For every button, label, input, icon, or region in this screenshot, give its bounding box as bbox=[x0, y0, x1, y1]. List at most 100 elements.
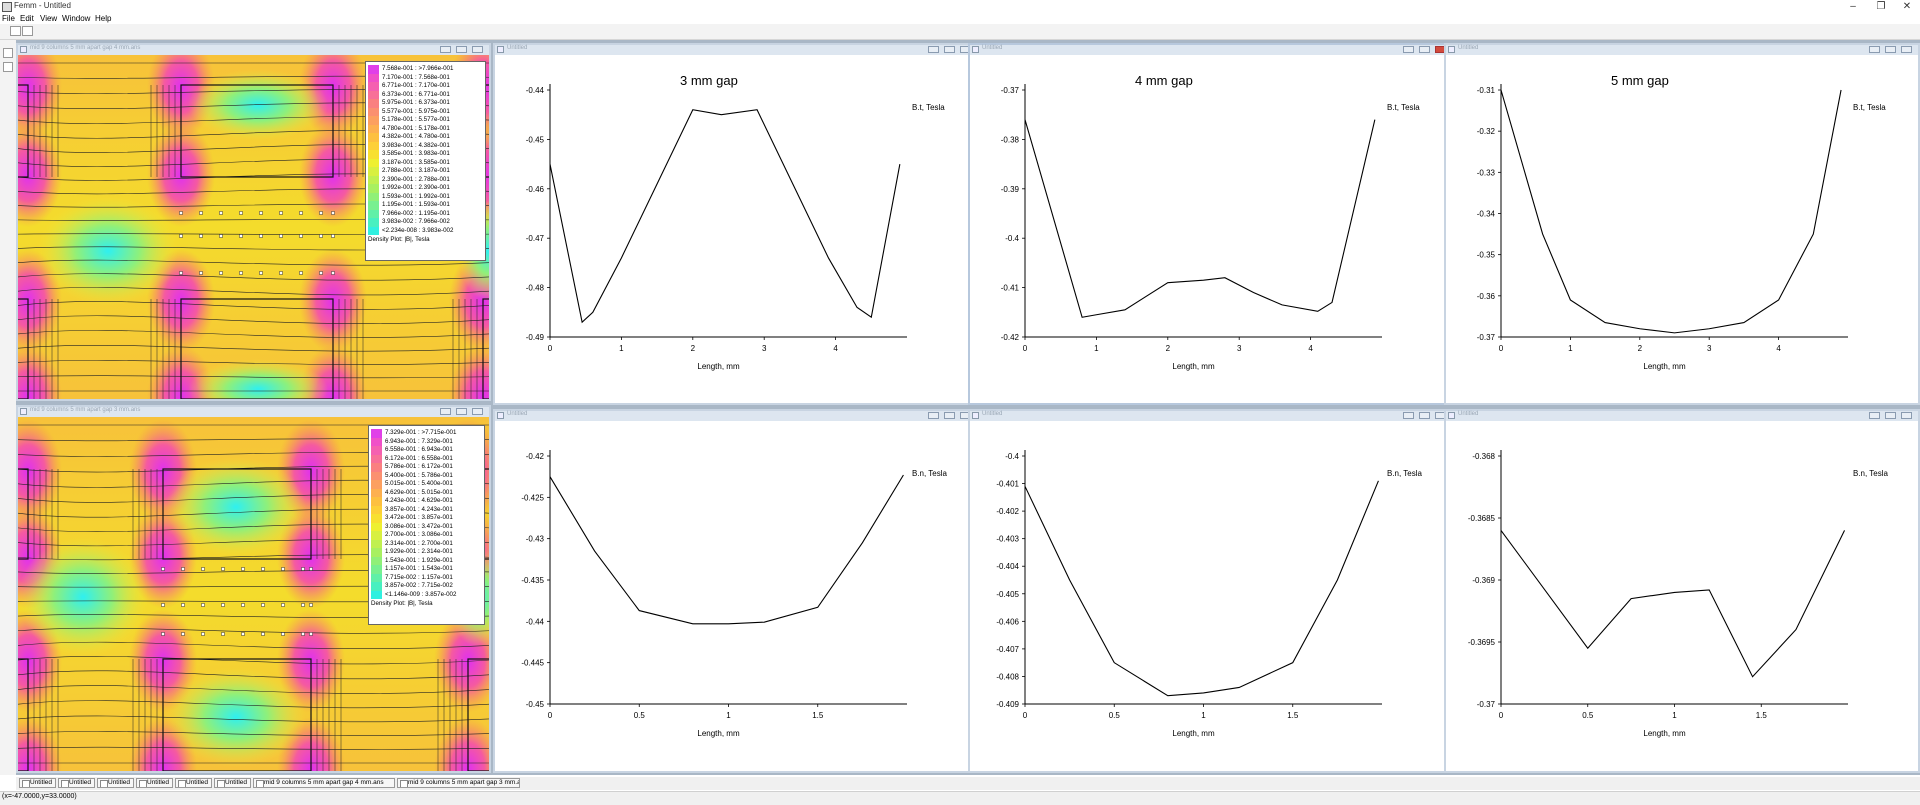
legend-swatch bbox=[371, 514, 382, 523]
window-titlebar[interactable]: Untitled bbox=[970, 45, 1452, 55]
node-marker bbox=[201, 567, 205, 571]
legend-entry: 7.329e-001 : >7.715e-001 bbox=[371, 429, 486, 438]
node-marker bbox=[199, 211, 203, 215]
window-close-button[interactable] bbox=[472, 46, 483, 53]
window-minimize-button[interactable] bbox=[928, 46, 939, 53]
window-titlebar[interactable]: Untitled bbox=[1446, 45, 1918, 55]
legend-swatch bbox=[368, 124, 379, 133]
tab-untitled-2[interactable]: Untitled bbox=[58, 778, 95, 788]
tab-untitled-6[interactable]: Untitled bbox=[214, 778, 251, 788]
node-marker bbox=[239, 234, 243, 238]
window-titlebar[interactable]: mid 9 columns 5 mm apart gap 3 mm.ans bbox=[18, 407, 489, 417]
window-maximize-button[interactable] bbox=[1885, 412, 1896, 419]
plot-window-bn-5mm[interactable]: Untitled -0.368 -0.3685 -0.369 -0.3695 -0.37… bbox=[1444, 409, 1920, 773]
legend-label: 3.585e-001 : 3.983e-001 bbox=[382, 150, 450, 157]
window-titlebar[interactable]: Untitled bbox=[495, 411, 977, 421]
window-titlebar[interactable]: Untitled bbox=[495, 45, 977, 55]
window-minimize-button[interactable] bbox=[1403, 412, 1414, 419]
legend-swatch bbox=[368, 141, 379, 150]
window-minimize-button[interactable] bbox=[440, 408, 451, 415]
window-maximize-button[interactable] bbox=[1419, 46, 1430, 53]
legend-label: 5.400e-001 : 5.786e-001 bbox=[385, 471, 453, 479]
window-titlebar[interactable]: mid 9 columns 5 mm apart gap 4 mm.ans bbox=[18, 45, 489, 55]
window-maximize-button[interactable] bbox=[944, 46, 955, 53]
y-tick-label: -0.48 bbox=[526, 284, 545, 293]
magnet-block-outline bbox=[18, 84, 29, 178]
minimize-button[interactable]: – bbox=[1850, 1, 1856, 12]
menu-edit[interactable]: Edit bbox=[20, 14, 34, 23]
plot-window-bn-4mm[interactable]: Untitled -0.4 -0.401 -0.402 -0.403 -0.404 -0.… bbox=[968, 409, 1454, 773]
low-flux-region bbox=[18, 537, 148, 657]
node-marker bbox=[301, 567, 305, 571]
tab-gap-4mm[interactable]: mid 9 columns 5 mm apart gap 4 mm.ans bbox=[253, 778, 395, 788]
menu-file[interactable]: File bbox=[2, 14, 15, 23]
node-marker bbox=[219, 271, 223, 275]
window-minimize-button[interactable] bbox=[1869, 46, 1880, 53]
node-marker bbox=[299, 211, 303, 215]
x-tick-label: 1 bbox=[619, 344, 624, 353]
legend-entry: 3.983e-001 : 4.382e-001 bbox=[368, 141, 483, 150]
plot-window-bn-3mm[interactable]: Untitled -0.42 -0.425 -0.43 -0.435 -0.44 -0.4… bbox=[493, 409, 979, 773]
flux-line bbox=[18, 627, 489, 634]
x-tick-label: 0.5 bbox=[634, 711, 646, 720]
tab-untitled-3[interactable]: Untitled bbox=[97, 778, 134, 788]
field-plot-window-bottom[interactable]: mid 9 columns 5 mm apart gap 3 mm.ans 7.… bbox=[16, 405, 491, 773]
window-minimize-button[interactable] bbox=[1869, 412, 1880, 419]
plot-window-bt-3mm[interactable]: Untitled -0.44 -0.45 -0.46 -0.47 -0.48 -0.49 0… bbox=[493, 43, 979, 405]
x-tick-label: 3 bbox=[1707, 344, 1712, 353]
window-maximize-button[interactable] bbox=[944, 412, 955, 419]
legend-entry: 7.568e-001 : >7.966e-001 bbox=[368, 65, 483, 74]
new-file-icon[interactable] bbox=[10, 26, 21, 36]
window-close-button[interactable] bbox=[1901, 46, 1912, 53]
node-marker bbox=[241, 603, 245, 607]
tab-untitled-5[interactable]: Untitled bbox=[175, 778, 212, 788]
y-tick-label: -0.408 bbox=[996, 672, 1019, 681]
window-minimize-button[interactable] bbox=[440, 46, 451, 53]
density-legend: 7.329e-001 : >7.715e-001 6.943e-001 : 7.3… bbox=[368, 425, 485, 625]
zoom-tool-icon[interactable] bbox=[3, 48, 13, 58]
legend-label: 3.472e-001 : 3.857e-001 bbox=[385, 514, 453, 521]
select-tool-icon[interactable] bbox=[3, 62, 13, 72]
open-file-icon[interactable] bbox=[22, 26, 33, 36]
tab-untitled-4[interactable]: Untitled bbox=[136, 778, 173, 788]
window-maximize-button[interactable] bbox=[1885, 46, 1896, 53]
field-plot-window-top[interactable]: mid 9 columns 5 mm apart gap 4 mm.ans 7.… bbox=[16, 43, 491, 401]
node-marker bbox=[309, 603, 313, 607]
window-minimize-button[interactable] bbox=[928, 412, 939, 419]
y-tick-label: -0.3695 bbox=[1468, 638, 1496, 647]
window-titlebar[interactable]: Untitled bbox=[970, 411, 1452, 421]
node-marker bbox=[161, 567, 165, 571]
y-tick-label: -0.45 bbox=[526, 700, 545, 709]
node-marker bbox=[179, 271, 183, 275]
window-minimize-button[interactable] bbox=[1403, 46, 1414, 53]
window-close-button[interactable] bbox=[1901, 412, 1912, 419]
plot-window-bt-4mm[interactable]: Untitled -0.37 -0.38 -0.39 -0.4 -0.41 -0.42 0 1… bbox=[968, 43, 1454, 405]
window-maximize-button[interactable] bbox=[456, 46, 467, 53]
menu-view[interactable]: View bbox=[40, 14, 58, 23]
tab-gap-3mm[interactable]: mid 9 columns 5 mm apart gap 3 mm.ans bbox=[397, 778, 520, 788]
menu-help[interactable]: Help bbox=[95, 14, 112, 23]
cursor-coordinates: (x=-47.0000,y=33.0000) bbox=[2, 793, 77, 800]
legend-label: 1.195e-001 : 1.593e-001 bbox=[382, 201, 450, 208]
x-tick-label: 1 bbox=[1094, 344, 1099, 353]
series-line bbox=[1500, 89, 1842, 334]
legend-entry: 1.157e-001 : 1.543e-001 bbox=[371, 565, 486, 574]
window-titlebar[interactable]: Untitled bbox=[1446, 411, 1918, 421]
maximize-button[interactable]: ❐ bbox=[1876, 1, 1886, 12]
legend-entry: 2.390e-001 : 2.788e-001 bbox=[368, 175, 483, 184]
close-button[interactable]: ✕ bbox=[1902, 1, 1912, 12]
legend-swatch bbox=[371, 454, 382, 463]
series-line bbox=[1024, 480, 1379, 697]
plot-window-bt-5mm[interactable]: Untitled -0.31 -0.32 -0.33 -0.34 -0.35 -0.36-… bbox=[1444, 43, 1920, 405]
window-close-button[interactable] bbox=[472, 408, 483, 415]
window-maximize-button[interactable] bbox=[456, 408, 467, 415]
menu-window[interactable]: Window bbox=[62, 14, 91, 23]
window-maximize-button[interactable] bbox=[1419, 412, 1430, 419]
legend-label: 6.172e-001 : 6.558e-001 bbox=[385, 454, 453, 462]
legend-swatch bbox=[371, 565, 382, 574]
legend-entry: 2.314e-001 : 2.700e-001 bbox=[371, 539, 486, 548]
legend-label: 2.390e-001 : 2.788e-001 bbox=[382, 175, 450, 183]
x-tick-label: 3 bbox=[1237, 344, 1242, 353]
tab-untitled-1[interactable]: Untitled bbox=[19, 778, 56, 788]
legend-swatch bbox=[368, 218, 379, 227]
